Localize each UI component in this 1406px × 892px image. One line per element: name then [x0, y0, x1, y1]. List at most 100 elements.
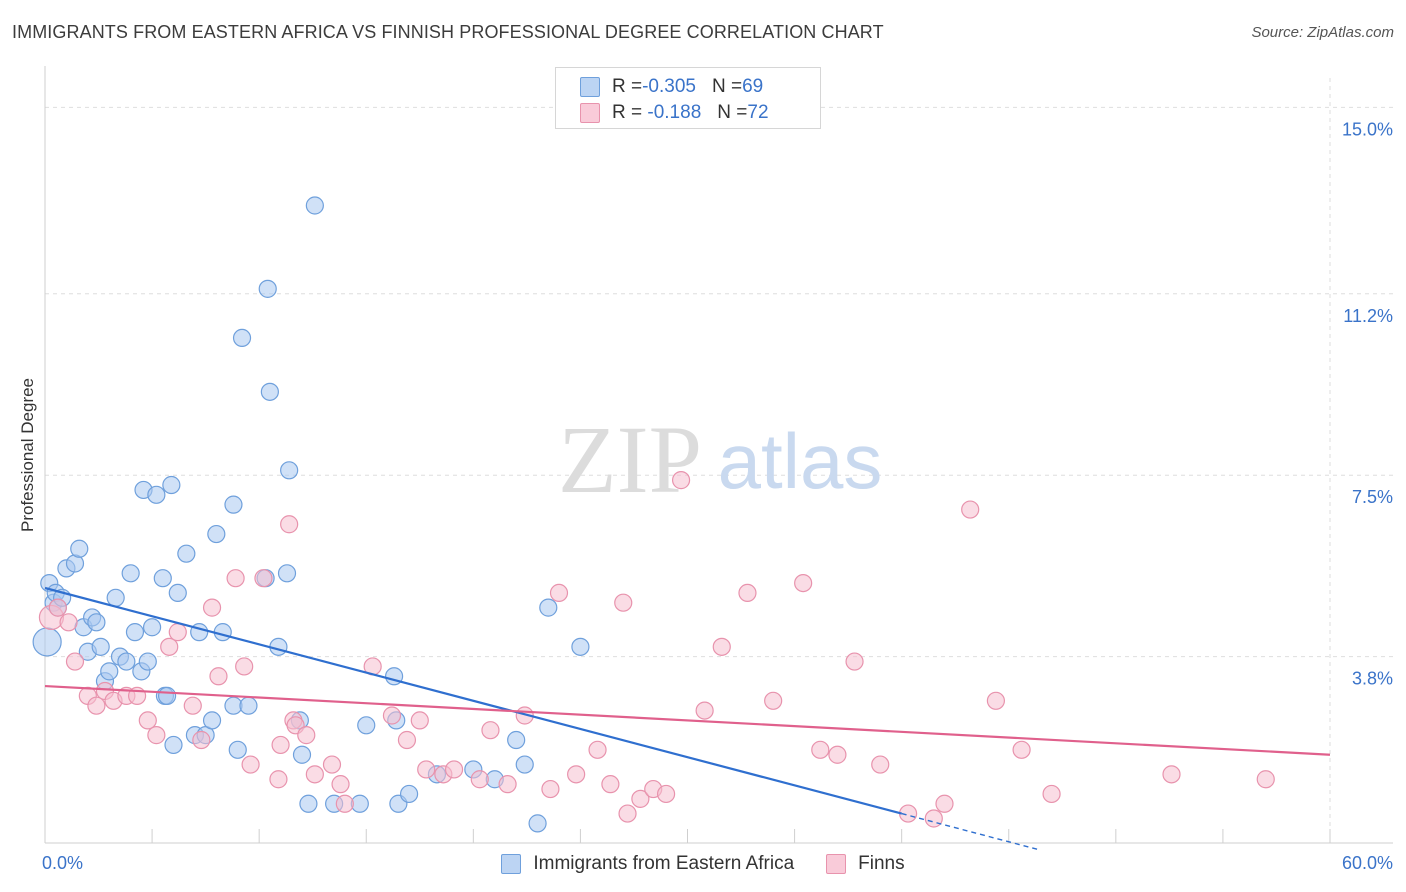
legend-swatch-blue	[501, 854, 522, 874]
point-finns	[470, 770, 489, 789]
x-tick-label: 0.0%	[42, 853, 83, 873]
point-finns	[845, 652, 864, 671]
point-immigrants	[117, 652, 136, 671]
point-immigrants	[258, 279, 277, 298]
point-immigrants	[142, 618, 162, 637]
point-finns	[1162, 765, 1181, 784]
point-finns	[588, 740, 607, 759]
legend-n-label: N =	[717, 102, 748, 123]
point-finns	[794, 573, 813, 593]
tick-labels: 3.8% 7.5% 11.2% 15.0% 0.0% 60.0%	[42, 119, 1393, 873]
legend-r-value: -0.305	[642, 76, 696, 97]
watermark: ZIP atlas	[558, 406, 882, 513]
point-finns	[1042, 784, 1061, 804]
point-finns	[631, 789, 650, 808]
point-immigrants	[147, 485, 166, 504]
point-finns	[209, 667, 228, 686]
series-legend: Immigrants from Eastern Africa Finns	[0, 850, 1406, 878]
point-finns	[147, 726, 166, 745]
point-immigrants	[571, 637, 590, 656]
point-finns	[656, 784, 676, 804]
point-finns	[160, 637, 179, 656]
point-immigrants	[507, 730, 526, 750]
point-finns	[87, 696, 106, 715]
point-finns	[1256, 770, 1275, 789]
point-immigrants	[138, 652, 157, 671]
point-immigrants	[399, 784, 419, 804]
point-immigrants	[539, 598, 558, 617]
point-finns	[410, 711, 429, 730]
point-finns	[618, 804, 637, 823]
point-finns	[871, 755, 890, 774]
point-finns	[828, 745, 847, 764]
y-tick-label: 15.0%	[1342, 119, 1393, 139]
point-immigrants	[224, 495, 243, 514]
point-immigrants	[228, 740, 247, 759]
y-tick-label: 3.8%	[1352, 669, 1393, 689]
point-finns	[183, 696, 202, 715]
y-tick-label: 11.2%	[1343, 306, 1393, 326]
trend-line-finns	[44, 684, 1331, 756]
point-finns	[695, 701, 714, 720]
trend-line-immigrants	[44, 586, 902, 815]
point-finns	[671, 471, 691, 490]
point-finns	[271, 735, 290, 755]
point-finns	[65, 652, 85, 671]
point-immigrants	[87, 613, 106, 632]
legend-n-value: 72	[747, 102, 769, 123]
legend-r-label: R =	[612, 76, 643, 97]
legend-swatch-blue	[580, 77, 600, 97]
point-immigrants	[260, 382, 279, 401]
point-immigrants	[121, 564, 140, 583]
point-immigrants	[106, 588, 125, 607]
point-immigrants	[202, 711, 222, 730]
legend-item-finns[interactable]: Finns	[826, 853, 905, 875]
point-immigrants	[157, 686, 177, 705]
watermark-zip: ZIP	[558, 406, 702, 513]
series-finns-points	[38, 471, 1275, 828]
point-finns	[397, 730, 417, 750]
legend-row-immigrants: R = -0.305 N = 69	[580, 75, 763, 99]
point-finns	[444, 760, 464, 779]
point-finns	[168, 623, 187, 642]
point-finns	[322, 755, 342, 774]
legend-label-finns: Finns	[858, 853, 905, 874]
point-finns	[382, 706, 402, 725]
point-finns	[48, 598, 67, 617]
point-immigrants	[177, 544, 196, 563]
point-finns	[59, 613, 78, 632]
point-finns	[202, 598, 222, 617]
point-finns	[924, 809, 943, 828]
point-immigrants	[292, 745, 312, 764]
point-finns	[549, 583, 569, 603]
watermark-atlas: atlas	[718, 417, 883, 505]
axes	[44, 66, 1393, 844]
source-label: Source: ZipAtlas.com	[1251, 24, 1394, 41]
x-tick-label: 60.0%	[1342, 853, 1393, 873]
point-immigrants	[153, 569, 172, 588]
point-finns	[417, 760, 436, 779]
point-immigrants	[515, 755, 534, 774]
point-immigrants	[125, 623, 145, 642]
point-immigrants	[305, 196, 324, 215]
point-finns	[297, 726, 316, 745]
legend-item-immigrants[interactable]: Immigrants from Eastern Africa	[501, 853, 794, 875]
legend-row-finns: R = -0.188 N = 72	[580, 101, 769, 125]
point-immigrants	[277, 564, 297, 583]
legend-n-value: 69	[742, 76, 764, 97]
point-finns	[601, 775, 620, 794]
legend-swatch-pink	[580, 103, 600, 123]
legend-label-immigrants: Immigrants from Eastern Africa	[533, 853, 795, 874]
point-immigrants	[32, 627, 62, 657]
point-immigrants	[528, 814, 547, 833]
point-finns	[254, 569, 273, 588]
point-finns	[280, 515, 299, 534]
point-finns	[986, 691, 1006, 710]
point-finns	[331, 775, 350, 794]
point-immigrants	[232, 328, 252, 348]
point-finns	[764, 691, 783, 710]
correlation-legend: R = -0.305 N = 69 R = -0.188 N = 72	[555, 67, 821, 129]
point-immigrants	[162, 475, 181, 495]
point-finns	[269, 770, 288, 789]
